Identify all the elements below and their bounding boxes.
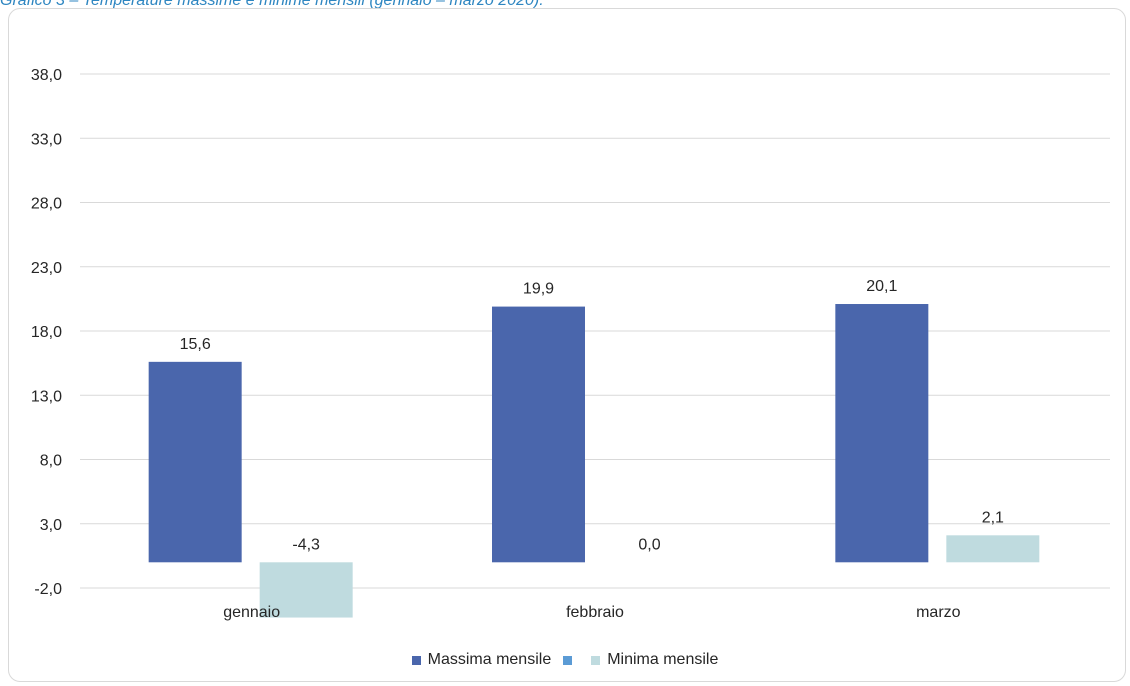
legend-label-massima: Massima mensile: [427, 651, 552, 668]
legend-swatch-minima: [591, 655, 601, 665]
x-axis-tick-labels: gennaio febbraio marzo: [223, 604, 960, 621]
bar-minima: [946, 535, 1040, 563]
bar-massima: [492, 306, 585, 563]
y-tick-label: 3,0: [40, 517, 62, 534]
bar-massima: [835, 304, 929, 563]
legend-item-extra: [563, 655, 579, 665]
data-label: 15,6: [180, 336, 211, 353]
data-labels: 15,6 -4,3 19,9 0,0 20,1 2,1: [180, 278, 1004, 553]
y-tick-label: 8,0: [40, 453, 62, 470]
bar-massima: [148, 361, 242, 563]
y-tick-label: -2,0: [34, 581, 62, 598]
x-tick-label: gennaio: [223, 604, 280, 621]
legend-swatch-massima: [411, 655, 421, 665]
y-axis-tick-labels: 38,0 33,0 28,0 23,0 18,0 13,0 8,0 3,0 -2,0: [31, 67, 62, 598]
x-tick-label: marzo: [916, 604, 961, 621]
legend-item-minima: Minima mensile: [591, 651, 718, 669]
y-tick-label: 13,0: [31, 388, 62, 405]
legend-label-minima: Minima mensile: [607, 651, 719, 668]
data-label: -4,3: [292, 536, 320, 553]
gridlines: [80, 73, 1110, 589]
y-tick-label: 23,0: [31, 260, 62, 277]
y-tick-label: 33,0: [31, 131, 62, 148]
legend-item-massima: Massima mensile: [411, 651, 552, 669]
y-tick-label: 38,0: [31, 67, 62, 84]
chart-caption: Grafico 3 – Temperature massime e minime…: [0, 0, 544, 9]
y-tick-label: 28,0: [31, 196, 62, 213]
data-label: 20,1: [866, 278, 897, 295]
bars: [148, 304, 1040, 618]
data-label: 0,0: [638, 536, 660, 553]
x-tick-label: febbraio: [566, 604, 624, 621]
data-label: 19,9: [523, 281, 554, 298]
data-label: 2,1: [982, 509, 1004, 526]
legend-swatch-extra: [563, 655, 573, 665]
bar-minima: [259, 562, 353, 618]
legend: Massima mensile Minima mensile: [0, 648, 1130, 672]
y-tick-label: 18,0: [31, 324, 62, 341]
